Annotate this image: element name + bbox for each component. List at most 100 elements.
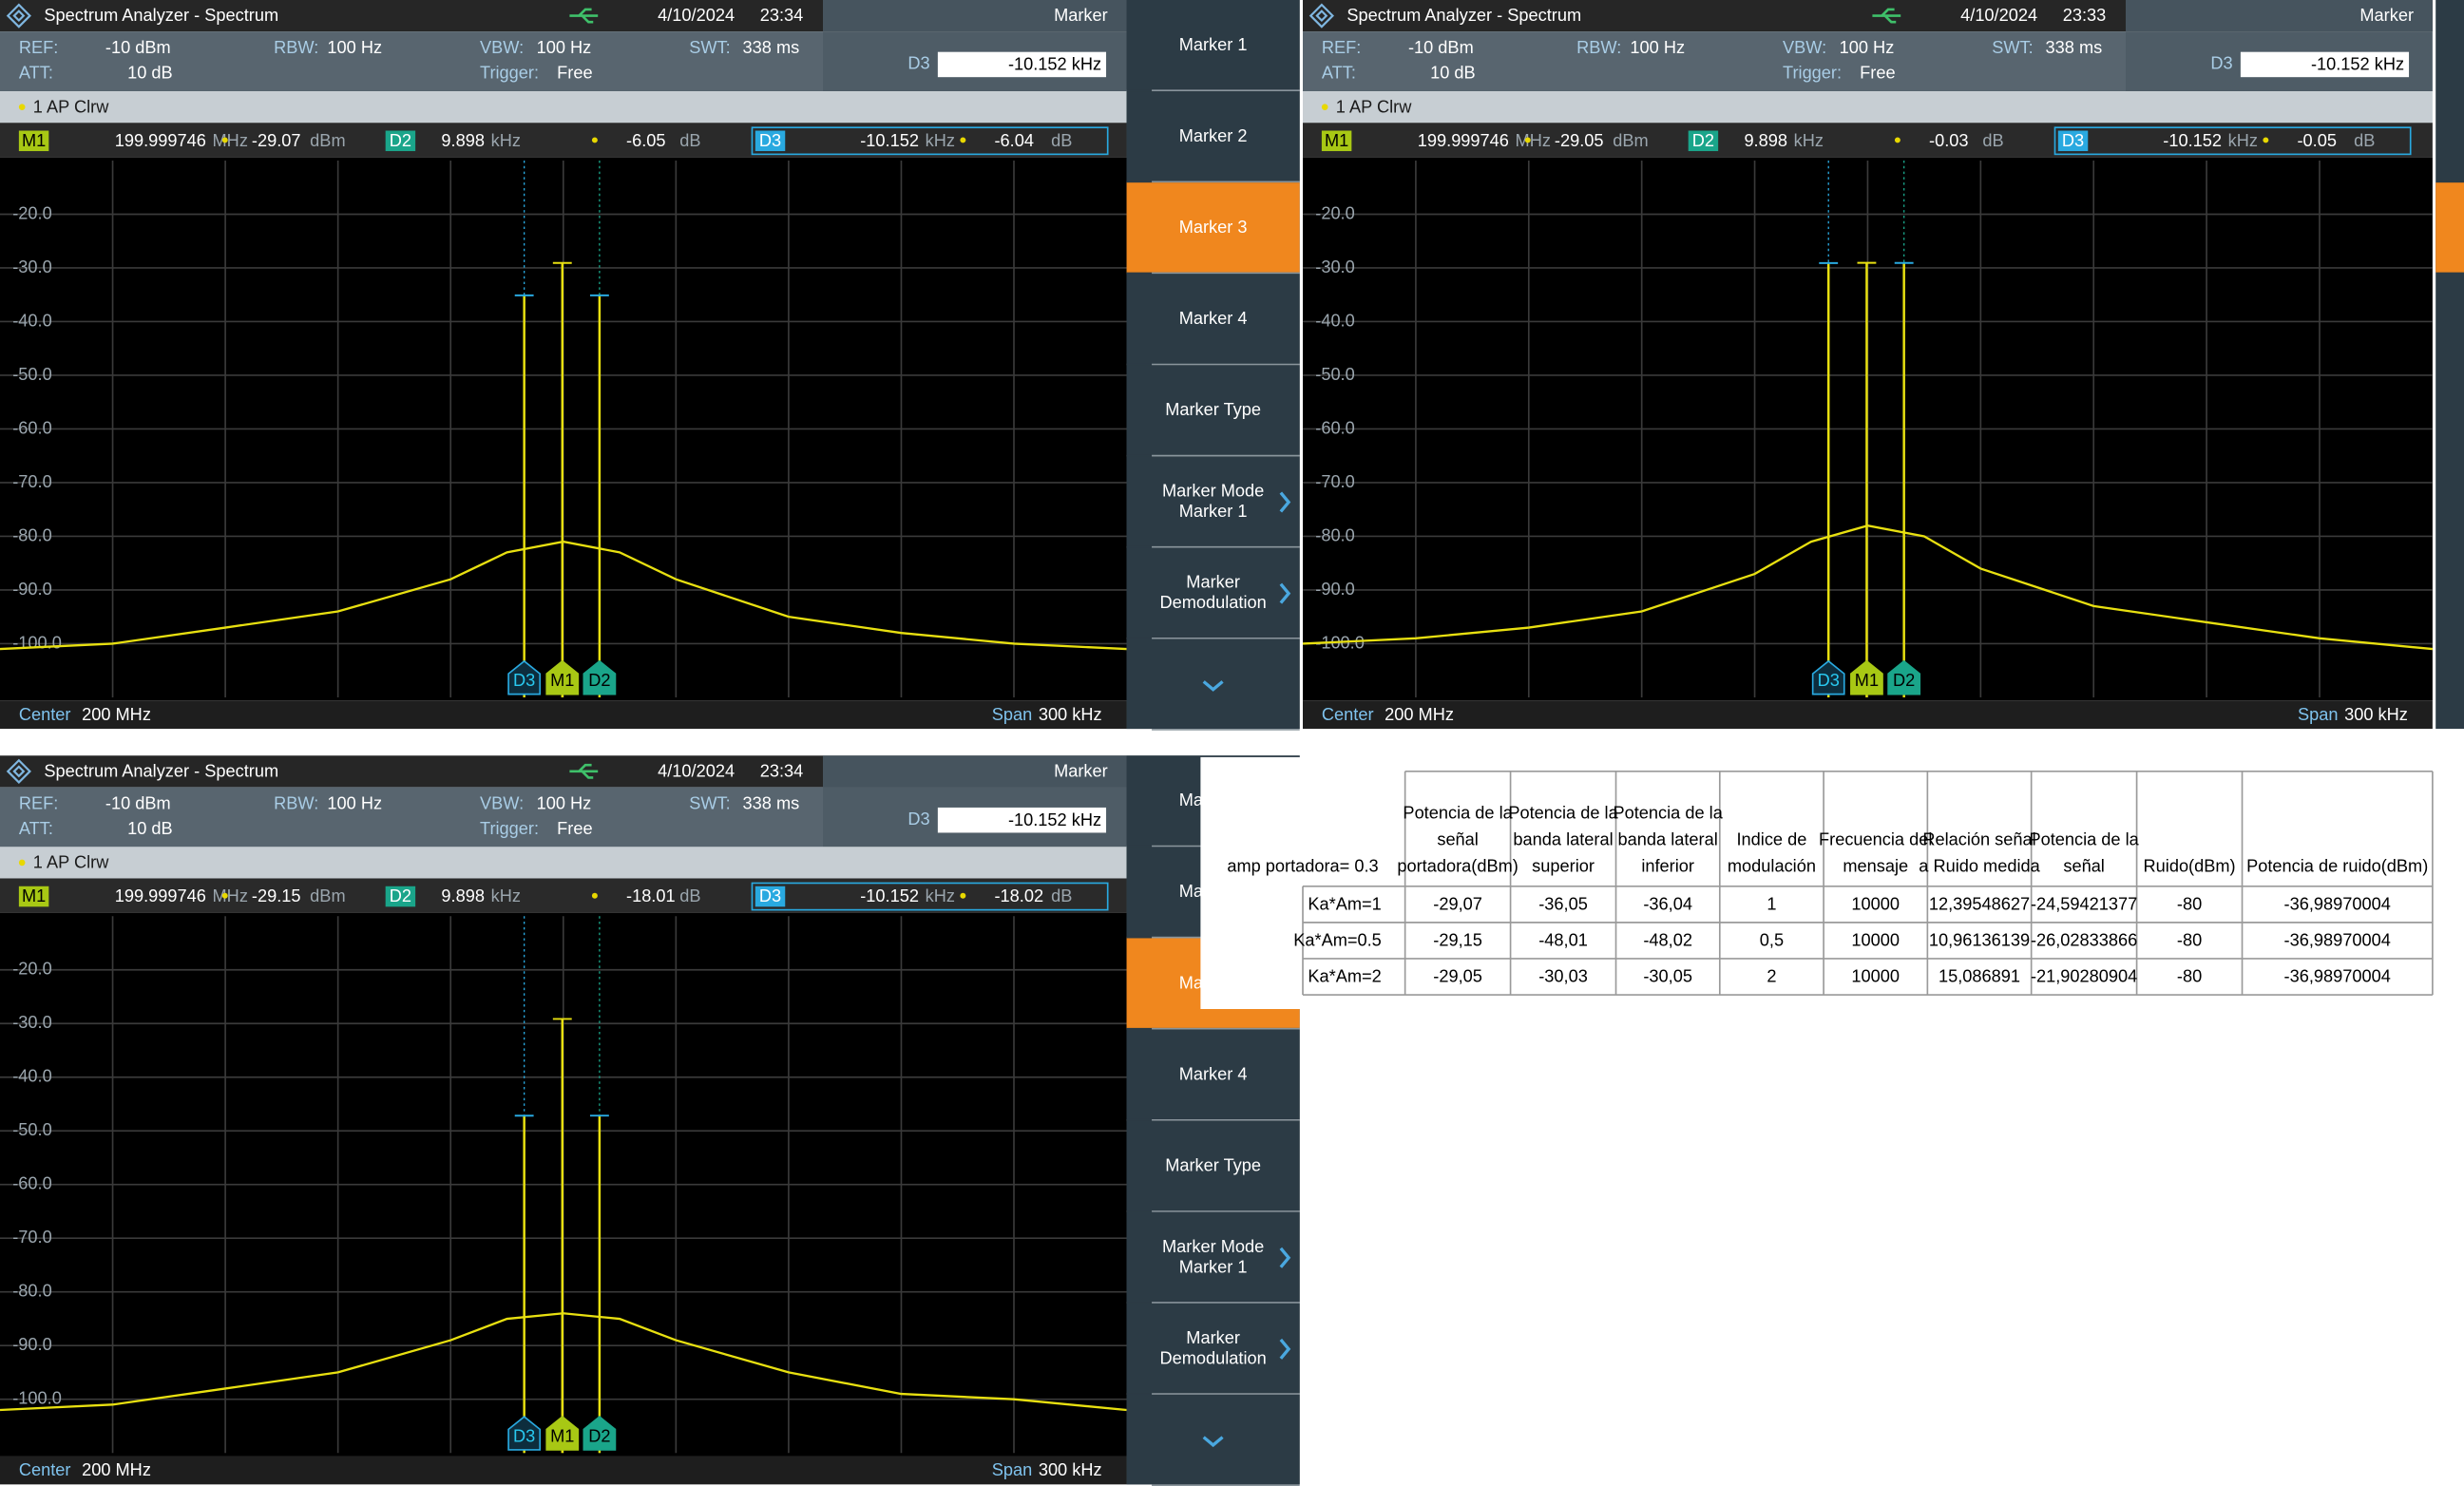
marker-freq: 9.898 <box>1744 131 1787 150</box>
marker-flag-label: D2 <box>588 671 610 690</box>
menu-button[interactable] <box>1126 182 1300 273</box>
marker-badge <box>18 130 49 152</box>
window-title: Spectrum Analyzer - Spectrum <box>44 761 278 780</box>
marker-freq-unit: kHz <box>491 131 521 150</box>
marker-freq: 199.999746 <box>115 886 206 905</box>
window-title: Spectrum Analyzer - Spectrum <box>44 6 278 25</box>
marker-level: -0.03 <box>1929 131 1968 150</box>
trace-dot <box>18 104 26 110</box>
setting-trigger-value: Free <box>557 819 592 838</box>
menu-header <box>822 755 1127 788</box>
setting-ref-label: REF: <box>1322 38 1361 57</box>
y-tick-label: -60.0 <box>12 1174 51 1193</box>
y-tick-label: -30.0 <box>12 257 51 276</box>
marker-level: -29.15 <box>252 886 301 905</box>
y-tick-label: -50.0 <box>12 365 51 384</box>
input-value: -10.152 kHz <box>2311 55 2404 74</box>
menu-header <box>822 0 1127 32</box>
marker-level-unit: dB <box>2354 131 2375 150</box>
marker-bar <box>1303 123 2433 158</box>
y-tick-label: -40.0 <box>12 311 51 330</box>
date: 4/10/2024 <box>1960 6 2037 25</box>
setting-swt-label: SWT: <box>689 793 730 812</box>
marker-level: -18.02 <box>994 886 1043 905</box>
y-tick-label: -60.0 <box>1315 418 1354 437</box>
marker-freq-unit: kHz <box>926 886 955 905</box>
table-header: modulación <box>1728 857 1816 876</box>
marker-level-unit: dB <box>1982 131 2003 150</box>
menu-button[interactable] <box>1126 0 1300 90</box>
marker-flag-label: D3 <box>513 1426 535 1445</box>
menu-button[interactable] <box>1126 547 1300 638</box>
setting-ref-value: -10 dBm <box>105 38 171 57</box>
trace-dot <box>1321 104 1328 110</box>
y-tick-label: -90.0 <box>12 580 51 599</box>
marker-freq: 9.898 <box>441 886 485 905</box>
y-tick-label: -100.0 <box>12 633 62 652</box>
marker-level: -29.05 <box>1555 131 1604 150</box>
table-cell: Ka*Am=0.5 <box>1293 931 1382 950</box>
menu-button[interactable] <box>1126 274 1300 364</box>
setting-att-value: 10 dB <box>127 819 173 838</box>
center-value: 200 MHz <box>82 705 151 724</box>
menu-arrow <box>1279 491 1291 513</box>
table-cell: 10000 <box>1851 894 1900 913</box>
menu-button[interactable] <box>1126 365 1300 455</box>
setting-ref-label: REF: <box>19 38 58 57</box>
marker-freq-unit: kHz <box>926 131 955 150</box>
menu-arrow <box>1279 1338 1291 1360</box>
trace-bar <box>1303 91 2433 124</box>
time: 23:34 <box>760 6 804 25</box>
setting-att-label: ATT: <box>1322 64 1356 83</box>
setting-trigger-label: Trigger: <box>480 819 539 838</box>
menu-button[interactable] <box>1126 1120 1300 1211</box>
settings-bar <box>1303 31 2127 92</box>
marker-input[interactable] <box>937 51 1107 78</box>
marker-input[interactable] <box>2240 51 2410 78</box>
marker-level: -6.04 <box>994 131 1033 150</box>
setting-att-value: 10 dB <box>127 64 173 83</box>
menu-item-label: Demodulation <box>1159 1348 1266 1367</box>
menu-button[interactable] <box>1126 1394 1300 1485</box>
spectrum-panel: Spectrum Analyzer - Spectrum 4/10/2024 23:… <box>0 0 1300 731</box>
table-header: amp portadora= 0.3 <box>1227 857 1378 876</box>
table-cell: -48,01 <box>1538 931 1588 950</box>
menu-button[interactable] <box>1126 1029 1300 1119</box>
results-table: amp portadora= 0.3 Potencia de la señal por… <box>1200 756 2444 1009</box>
menu-item-label: Marker Type <box>1165 400 1261 419</box>
table-header: señal <box>2063 857 2105 876</box>
menu-button[interactable] <box>1126 1303 1300 1394</box>
menu-button[interactable] <box>1126 638 1300 730</box>
menu-strip <box>2435 0 2464 730</box>
menu-more <box>1202 1436 1224 1448</box>
menu-item-label: Marker <box>1186 1328 1240 1347</box>
span-value: 300 kHz <box>1039 705 1102 724</box>
setting-ref-value: -10 dBm <box>1408 38 1474 57</box>
table-cell: -29,05 <box>1433 967 1482 986</box>
table-header: a Ruido medida <box>1919 857 2040 876</box>
table-cell: -24,59421377 <box>2031 894 2137 913</box>
marker-level: -6.05 <box>626 131 665 150</box>
table-cell: -80 <box>2177 931 2202 950</box>
table-header: banda lateral <box>1618 830 1718 849</box>
marker-dot <box>221 137 228 143</box>
table-cell: -21,90280904 <box>2031 967 2137 986</box>
usb-icon <box>569 763 599 779</box>
span-value: 300 kHz <box>1039 1460 1102 1479</box>
setting-swt-label: SWT: <box>1992 38 2033 57</box>
center-label: Center <box>19 705 71 724</box>
y-tick-label: -80.0 <box>12 1282 51 1301</box>
menu-button[interactable] <box>1126 1211 1300 1303</box>
y-tick-label: -80.0 <box>12 525 51 544</box>
setting-rbw-label: RBW: <box>274 38 318 57</box>
table-cell: 2 <box>1767 967 1776 986</box>
trace-dot <box>18 859 26 867</box>
marker-level: -0.05 <box>2297 131 2336 150</box>
setting-rbw-value: 100 Hz <box>327 38 382 57</box>
menu-button[interactable] <box>1126 456 1300 546</box>
menu-button[interactable] <box>1126 91 1300 181</box>
marker-input[interactable] <box>937 807 1107 833</box>
marker-freq-unit: kHz <box>1794 131 1824 150</box>
marker-freq: -10.152 <box>860 131 919 150</box>
